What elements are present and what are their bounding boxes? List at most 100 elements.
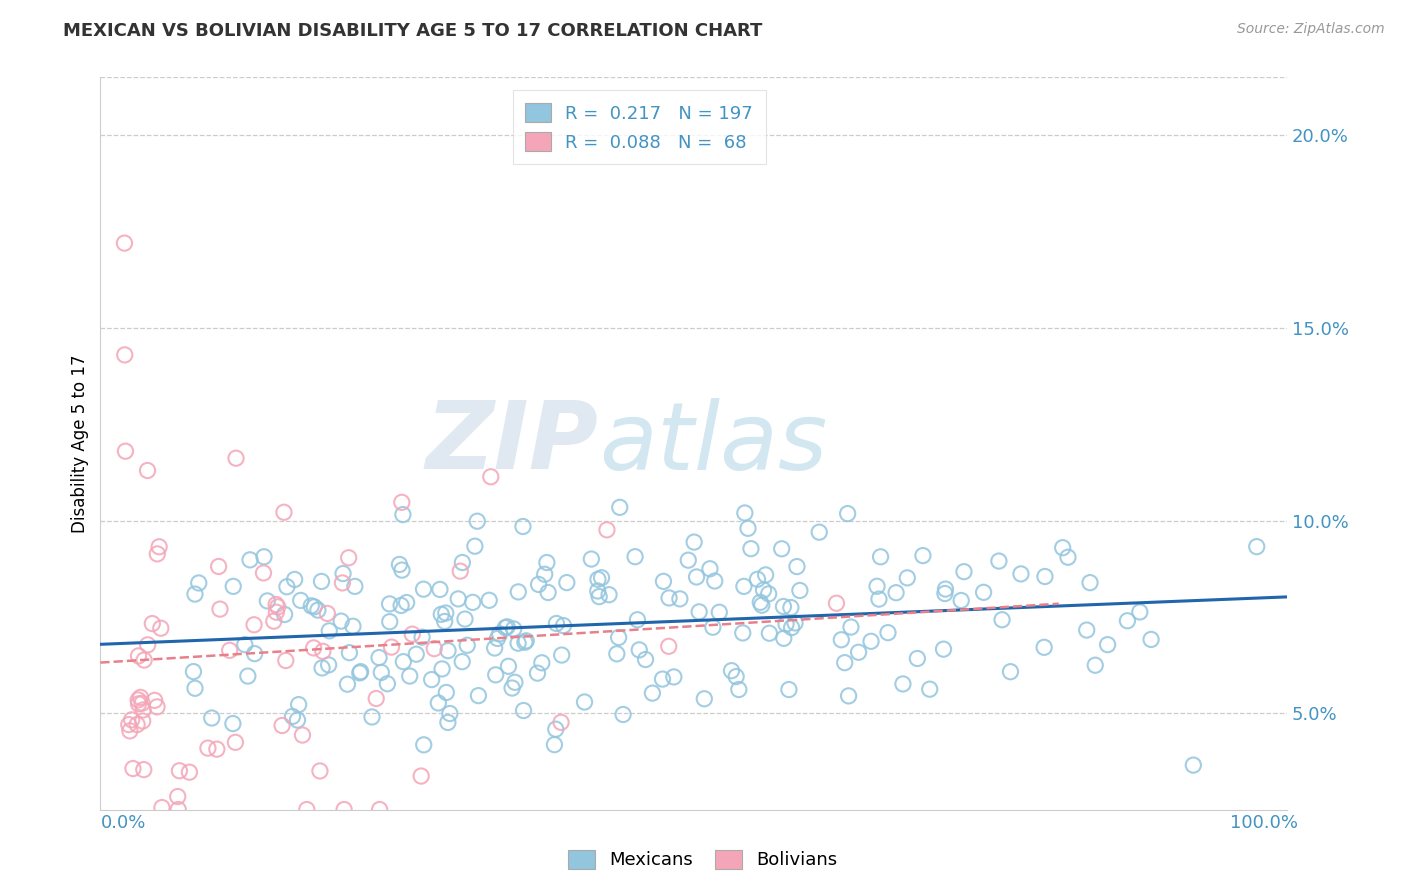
Y-axis label: Disability Age 5 to 17: Disability Age 5 to 17 bbox=[72, 354, 89, 533]
Point bbox=[884, 585, 907, 599]
Point bbox=[149, 621, 172, 635]
Point bbox=[536, 556, 558, 570]
Point bbox=[179, 765, 201, 780]
Legend: R =  0.217   N = 197, R =  0.088   N =  68: R = 0.217 N = 197, R = 0.088 N = 68 bbox=[513, 90, 766, 164]
Point bbox=[484, 640, 506, 655]
Point bbox=[287, 698, 309, 712]
Point bbox=[550, 715, 572, 730]
Point bbox=[641, 686, 664, 700]
Point bbox=[263, 614, 285, 628]
Point bbox=[187, 576, 209, 591]
Point bbox=[780, 600, 803, 615]
Point bbox=[451, 655, 474, 669]
Point bbox=[512, 519, 534, 533]
Point bbox=[225, 451, 247, 466]
Point bbox=[276, 580, 298, 594]
Point bbox=[167, 803, 190, 817]
Point bbox=[128, 697, 150, 711]
Point bbox=[342, 619, 364, 633]
Point bbox=[1010, 566, 1032, 581]
Point bbox=[607, 631, 630, 645]
Point bbox=[141, 616, 163, 631]
Point bbox=[389, 599, 412, 613]
Point bbox=[488, 627, 510, 641]
Point bbox=[658, 640, 681, 654]
Point bbox=[454, 612, 477, 626]
Point bbox=[391, 563, 413, 577]
Point bbox=[395, 596, 418, 610]
Point bbox=[118, 717, 141, 731]
Point bbox=[333, 803, 356, 817]
Point bbox=[662, 670, 685, 684]
Point bbox=[628, 643, 651, 657]
Point bbox=[118, 723, 141, 738]
Point bbox=[1052, 541, 1074, 555]
Point bbox=[651, 672, 673, 686]
Point bbox=[271, 718, 294, 732]
Point bbox=[224, 735, 246, 749]
Point bbox=[758, 587, 780, 601]
Point bbox=[307, 603, 329, 617]
Point bbox=[281, 709, 304, 723]
Point bbox=[201, 711, 224, 725]
Point bbox=[658, 591, 681, 605]
Point bbox=[456, 638, 478, 652]
Point bbox=[606, 647, 628, 661]
Point bbox=[274, 653, 297, 667]
Point bbox=[273, 607, 295, 622]
Point bbox=[772, 632, 794, 646]
Point bbox=[834, 656, 856, 670]
Point bbox=[132, 763, 155, 777]
Point bbox=[392, 655, 415, 669]
Point bbox=[526, 666, 548, 681]
Point bbox=[339, 646, 361, 660]
Point bbox=[169, 764, 191, 778]
Point bbox=[1129, 605, 1152, 619]
Point bbox=[349, 665, 371, 680]
Point bbox=[720, 664, 742, 678]
Point bbox=[336, 677, 359, 691]
Point bbox=[309, 764, 332, 778]
Point bbox=[808, 525, 831, 540]
Point bbox=[349, 665, 371, 679]
Point bbox=[502, 622, 524, 636]
Point bbox=[284, 573, 307, 587]
Point bbox=[311, 574, 333, 589]
Point bbox=[478, 593, 501, 607]
Point bbox=[184, 587, 207, 601]
Point bbox=[465, 514, 488, 528]
Point bbox=[737, 521, 759, 535]
Point bbox=[150, 800, 173, 814]
Point bbox=[447, 591, 470, 606]
Point bbox=[434, 685, 457, 699]
Point bbox=[208, 559, 231, 574]
Point bbox=[412, 582, 434, 596]
Point bbox=[437, 715, 460, 730]
Point bbox=[134, 653, 156, 667]
Point bbox=[574, 695, 596, 709]
Point bbox=[304, 599, 326, 614]
Point bbox=[291, 728, 314, 742]
Point bbox=[775, 617, 797, 632]
Point bbox=[197, 741, 219, 756]
Point bbox=[114, 236, 136, 251]
Point bbox=[222, 716, 245, 731]
Point bbox=[688, 605, 710, 619]
Point bbox=[530, 656, 553, 670]
Point bbox=[896, 571, 918, 585]
Point bbox=[236, 669, 259, 683]
Point bbox=[839, 620, 862, 634]
Point bbox=[918, 682, 941, 697]
Point bbox=[699, 562, 721, 576]
Point bbox=[256, 594, 278, 608]
Point bbox=[122, 762, 145, 776]
Point bbox=[361, 710, 384, 724]
Point bbox=[184, 681, 207, 696]
Point bbox=[437, 643, 460, 657]
Point bbox=[467, 689, 489, 703]
Point bbox=[950, 593, 973, 607]
Point bbox=[512, 704, 534, 718]
Point bbox=[290, 593, 312, 607]
Point bbox=[388, 558, 411, 572]
Point bbox=[678, 553, 700, 567]
